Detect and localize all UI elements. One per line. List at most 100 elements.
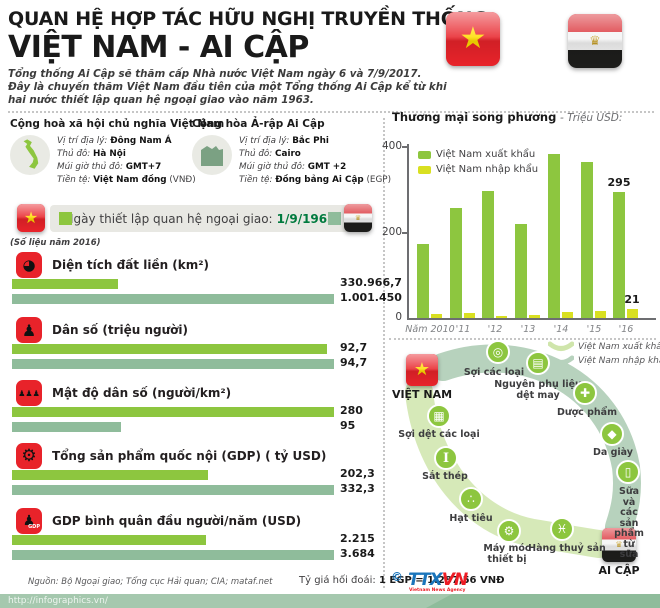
x-axis bbox=[407, 318, 656, 320]
x-tick-label: '12 bbox=[487, 324, 503, 335]
vietnam-bar bbox=[12, 470, 208, 480]
export-bar bbox=[548, 154, 560, 318]
seafood-icon: ♓ bbox=[550, 517, 574, 541]
chart-legend: Việt Nam xuất khẩu Việt Nam nhập khẩu bbox=[418, 147, 538, 177]
country-facts: Vị trí địa lý: Bắc Phi Thủ đô: Cairo Múi g… bbox=[239, 135, 391, 187]
egypt-value: 332,3 bbox=[340, 482, 375, 495]
stat-row: ♟♟♟ Mật độ dân số (người/km²) 280 95 bbox=[0, 380, 378, 442]
bar-chart-plot: 0 200 400 Năm 2010'11 '12 '13 '14 '15 295 21 '16 bbox=[382, 140, 656, 335]
y-tick bbox=[402, 146, 408, 148]
egypt-bar bbox=[12, 485, 334, 495]
country-fact: Tiền tệ: Việt Nam đồng (VNĐ) bbox=[57, 175, 196, 185]
export-bar bbox=[450, 208, 462, 318]
data-year-note: (Số liệu năm 2016) bbox=[10, 238, 101, 248]
vietnam-map-icon bbox=[10, 135, 50, 175]
chart-title: Thương mại song phương - Triệu USD: bbox=[392, 110, 622, 124]
vietnam-value: 92,7 bbox=[340, 341, 368, 354]
import-label: Sữa và các sản phẩm từ sữa bbox=[614, 486, 644, 560]
egypt-value: 1.001.450 bbox=[340, 291, 402, 304]
egypt-flag-icon: ♛ bbox=[568, 14, 622, 68]
yarn-icon: ◎ bbox=[486, 340, 510, 364]
diplomatic-relations-banner: Ngày thiết lập quan hệ ngoại giao: 1/9/1… bbox=[50, 205, 350, 232]
import-bar bbox=[562, 312, 573, 318]
egypt-bar bbox=[12, 422, 122, 432]
vietnam-value: 330.966,7 bbox=[340, 276, 402, 289]
kicker-title: QUAN HỆ HỢP TÁC HỮU NGHỊ TRUYỀN THỐNG bbox=[8, 8, 488, 30]
population-icon: ♟ bbox=[16, 317, 42, 343]
vietnam-value: 2.215 bbox=[340, 532, 375, 545]
export-label: Hạt tiêu bbox=[449, 513, 493, 524]
import-swoosh-icon bbox=[548, 355, 574, 365]
chart-unit-note: - Triệu USD: bbox=[559, 112, 623, 124]
green-square-icon bbox=[59, 212, 72, 225]
country-name: Cộng hòa Ả-rập Ai Cập bbox=[192, 118, 325, 130]
vietnam-flag-icon: ★ bbox=[446, 12, 500, 66]
pepper-icon: ∴ bbox=[459, 487, 483, 511]
y-tick bbox=[402, 231, 408, 234]
x-tick-label: '15 bbox=[586, 324, 602, 335]
separator-line bbox=[8, 111, 654, 113]
star-icon: ★ bbox=[459, 21, 487, 56]
bar-value-label: 295 bbox=[607, 175, 631, 189]
export-label: Sắt thép bbox=[422, 471, 468, 482]
country-fact: Múi giờ thủ đô: GMT +2 bbox=[239, 162, 347, 172]
country-card-vietnam: Cộng hoà xã hội chủ nghĩa Việt Nam Vị tr… bbox=[10, 118, 225, 187]
sage-square-icon bbox=[328, 212, 341, 225]
agency-subtitle: Vietnam News Agency bbox=[409, 588, 466, 593]
x-tick-label: '16 bbox=[618, 324, 634, 335]
country-fact: Thủ đô: Hà Nội bbox=[57, 149, 126, 159]
exchange-label: Tỷ giá hối đoái: bbox=[299, 575, 379, 586]
egypt-flag-icon: ♛ bbox=[602, 528, 636, 562]
source-note: Nguồn: Bộ Ngoại giao; Tổng cục Hải quan;… bbox=[28, 577, 273, 587]
export-bar bbox=[482, 190, 494, 318]
import-bar bbox=[529, 315, 540, 318]
export-bar bbox=[613, 191, 625, 318]
flow-legend-label: Việt Nam xuất khẩu bbox=[578, 342, 660, 352]
bottom-url-tab bbox=[0, 594, 452, 608]
export-bar bbox=[581, 162, 593, 318]
export-label: Máy móc thiết bị bbox=[483, 543, 531, 565]
egypt-value: 95 bbox=[340, 419, 356, 432]
flow-legend-label: Việt Nam nhập khẩu bbox=[578, 356, 660, 366]
export-label: Sợi dệt các loại bbox=[398, 429, 480, 440]
vietnam-bar bbox=[12, 407, 334, 417]
stat-row: ◕ Diện tích đất liền (km²) 330.966,7 1.001.… bbox=[0, 252, 402, 314]
legend-label: Việt Nam nhập khẩu bbox=[436, 164, 539, 175]
stat-label: Diện tích đất liền (km²) bbox=[52, 258, 210, 272]
egypt-label: AI CẬP bbox=[598, 564, 640, 577]
country-fact: Vị trí địa lý: Bắc Phi bbox=[239, 136, 329, 146]
stat-label: Tổng sản phẩm quốc nội (GDP) ( tỷ USD) bbox=[52, 449, 327, 463]
country-facts: Vị trí địa lý: Đông Nam Á Thủ đô: Hà Nội M… bbox=[57, 135, 196, 187]
textile-yarn-icon: ▦ bbox=[427, 404, 451, 428]
import-bar bbox=[464, 312, 475, 318]
egypt-value: 94,7 bbox=[340, 356, 368, 369]
import-bar bbox=[595, 311, 606, 318]
vietnam-label: VIỆT NAM bbox=[391, 388, 453, 401]
textile-materials-icon: ▤ bbox=[526, 351, 550, 375]
import-swatch-icon bbox=[418, 165, 431, 174]
y-tick-label: 0 bbox=[395, 311, 402, 323]
milk-products-icon: ▯ bbox=[616, 460, 640, 484]
import-label: Nguyên phụ liệu dệt may bbox=[494, 379, 582, 401]
import-label: Sợi các loại bbox=[463, 367, 525, 378]
separator-line bbox=[383, 118, 385, 588]
bar-value-label: 21 bbox=[624, 293, 640, 307]
export-swatch-icon bbox=[418, 150, 431, 159]
vietnam-bar bbox=[12, 535, 206, 545]
page-title: VIỆT NAM - AI CẬP bbox=[8, 30, 309, 65]
export-bar bbox=[515, 223, 527, 318]
country-name: Cộng hoà xã hội chủ nghĩa Việt Nam bbox=[10, 118, 225, 130]
vietnam-value: 202,3 bbox=[340, 467, 375, 480]
gdp-icon: ⚙ bbox=[16, 443, 42, 469]
vietnam-bar bbox=[12, 279, 119, 289]
pharmaceuticals-icon: ✚ bbox=[573, 381, 597, 405]
vietnam-value: 280 bbox=[340, 404, 363, 417]
country-fact: Tiền tệ: Đồng bảng Ai Cập (EGP) bbox=[239, 175, 392, 185]
website-url[interactable]: http://infographics.vn/ bbox=[8, 596, 108, 606]
import-label: Da giày bbox=[593, 447, 633, 458]
exchange-value: 1 EGP = 1.287,56 VNĐ bbox=[378, 575, 505, 586]
export-label: Hàng thuỷ sản bbox=[528, 543, 606, 554]
stat-row: ⚙ Tổng sản phẩm quốc nội (GDP) ( tỷ USD) 2… bbox=[0, 443, 378, 505]
legend-label: Việt Nam xuất khẩu bbox=[436, 149, 536, 160]
